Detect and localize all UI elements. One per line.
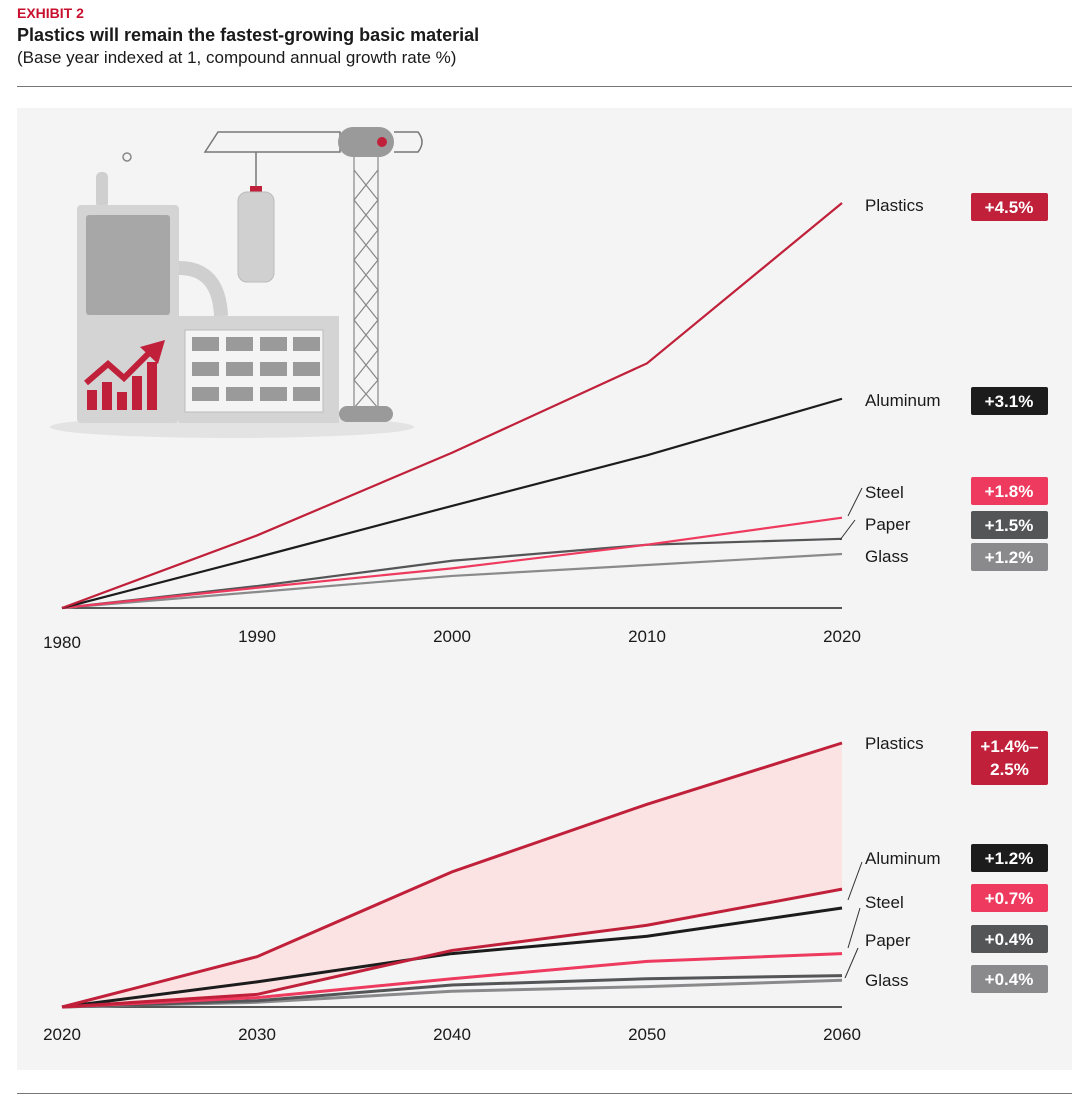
exhibit-label: EXHIBIT 2 [17, 5, 84, 21]
x-tick-label: 2040 [433, 1025, 471, 1044]
series-line-steel [61, 952, 843, 1009]
series-line-aluminum [61, 397, 843, 610]
cagr-value: +1.2% [985, 548, 1034, 567]
chart-title: Plastics will remain the fastest-growing… [17, 25, 480, 45]
x-tick-label: 2000 [433, 627, 471, 646]
series-line-plastics-high [61, 741, 843, 1009]
series-label-steel: Steel [865, 893, 904, 912]
cagr-badge-paper [971, 925, 1048, 953]
cagr-value: +3.1% [985, 392, 1034, 411]
series-label-paper: Paper [865, 515, 911, 534]
cagr-badge-steel [971, 884, 1048, 912]
cagr-badge-plastics [971, 193, 1048, 221]
series-label-plastics: Plastics [865, 196, 924, 215]
cagr-value: +1.5% [985, 516, 1034, 535]
cagr-value: +1.4%–2.5% [980, 737, 1039, 779]
cagr-value: +0.4% [985, 970, 1034, 989]
series-label-aluminum: Aluminum [865, 849, 941, 868]
series-label-plastics: Plastics [865, 734, 924, 753]
cagr-badge-glass [971, 965, 1048, 993]
plastics-range-band [62, 743, 842, 1007]
x-tick-label: 1980 [43, 633, 81, 652]
cagr-badge-aluminum [971, 387, 1048, 415]
series-line-steel [61, 516, 843, 610]
series-label-glass: Glass [865, 971, 908, 990]
series-label-paper: Paper [865, 931, 911, 950]
x-tick-label: 2020 [43, 1025, 81, 1044]
leader-line [847, 907, 861, 949]
series-label-glass: Glass [865, 547, 908, 566]
leader-line [847, 861, 863, 901]
series-line-aluminum [61, 906, 843, 1009]
chart-2020-2060: 2020 2030 2040 2050 2060 Plastics Aluminum +1.2… [43, 731, 1048, 1044]
chart-1980-2020: 1980 1990 2000 2010 2020 Plastics +4.5% Aluminu… [43, 193, 1048, 652]
series-line-plastics [61, 202, 843, 610]
leader-line [844, 947, 859, 979]
cagr-badge-aluminum [971, 844, 1048, 872]
x-tick-label: 2010 [628, 627, 666, 646]
cagr-badge-plastics [971, 731, 1048, 785]
factory-illustration [50, 127, 423, 438]
cagr-badge-paper [971, 511, 1048, 539]
cagr-value: +4.5% [985, 198, 1034, 217]
cagr-value: +1.2% [985, 849, 1034, 868]
cagr-value: +0.7% [985, 889, 1034, 908]
x-tick-label: 2050 [628, 1025, 666, 1044]
cagr-badge-steel [971, 477, 1048, 505]
x-tick-label: 2020 [823, 627, 861, 646]
chart-subtitle: (Base year indexed at 1, compound annual… [17, 48, 457, 67]
series-line-paper [61, 974, 843, 1009]
series-line-glass [61, 552, 843, 610]
leader-line [839, 519, 856, 541]
x-tick-label: 2060 [823, 1025, 861, 1044]
x-tick-label: 1990 [238, 627, 276, 646]
bottom-divider [17, 1093, 1072, 1094]
series-line-paper [61, 537, 843, 610]
x-tick-label: 2030 [238, 1025, 276, 1044]
series-label-steel: Steel [865, 483, 904, 502]
cagr-badge-glass [971, 543, 1048, 571]
top-divider [17, 86, 1072, 87]
series-label-aluminum: Aluminum [865, 391, 941, 410]
cagr-value: +1.8% [985, 482, 1034, 501]
leader-line [847, 487, 863, 517]
cagr-value: +0.4% [985, 930, 1034, 949]
series-line-plastics-low [61, 887, 843, 1009]
